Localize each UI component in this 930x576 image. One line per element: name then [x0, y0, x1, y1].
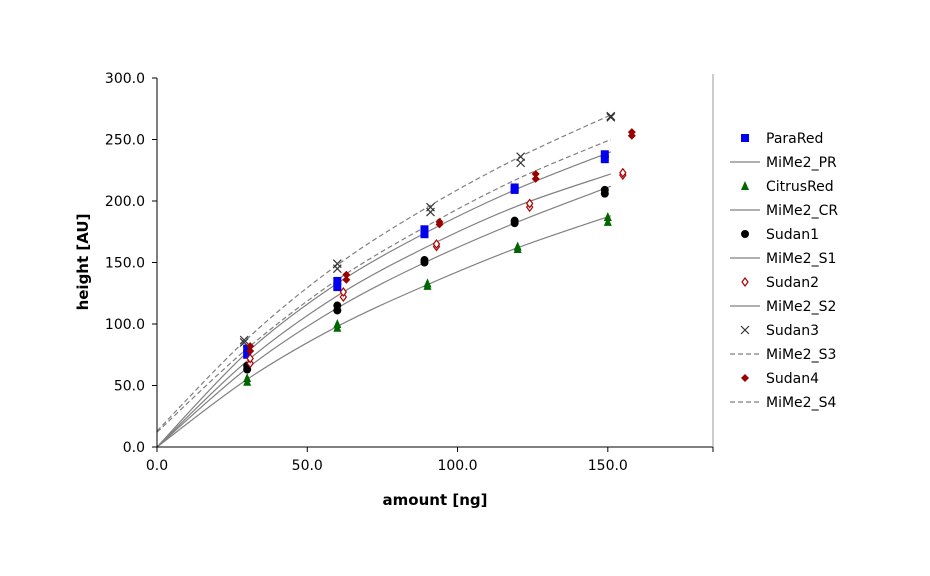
data-point-sudan1	[333, 301, 342, 310]
y-tick-label: 0.0	[123, 440, 145, 456]
x-axis-label: amount [ng]	[383, 491, 488, 509]
data-point-sudan4	[627, 128, 636, 137]
legend-label-mime2-s4: MiMe2_S4	[766, 395, 836, 411]
y-tick-label: 50.0	[114, 379, 145, 395]
legend-marker-sudan3	[740, 325, 750, 335]
data-point-sudan4	[531, 169, 540, 178]
legend-label-sudan4: Sudan4	[766, 371, 819, 387]
y-tick-label: 100.0	[105, 317, 145, 333]
legend: ParaRed MiMe2_PR CitrusRed MiMe2_CR Sudan1 Mi…	[730, 131, 838, 411]
data-point-parared	[243, 344, 252, 353]
fit-curves	[156, 114, 612, 448]
legend-label-citrusred: CitrusRed	[766, 179, 834, 195]
y-tick-label: 250.0	[105, 133, 145, 149]
data-point-sudan4	[342, 270, 351, 279]
data-point-sudan2	[525, 198, 534, 209]
legend-label-sudan3: Sudan3	[766, 323, 819, 339]
legend-marker-parared	[741, 134, 749, 142]
data-point-sudan4	[435, 217, 444, 226]
y-axis-label: height [AU]	[74, 214, 92, 311]
fit-curve-mime2-s2	[156, 173, 612, 448]
legend-marker-sudan1	[741, 230, 749, 238]
fit-curve-mime2-s3	[156, 114, 612, 432]
legend-label-sudan1: Sudan1	[766, 227, 819, 243]
legend-label-mime2-s1: MiMe2_S1	[766, 251, 836, 267]
data-point-citrusred	[603, 216, 612, 226]
y-tick-label: 300.0	[105, 71, 145, 87]
data-point-sudan2	[246, 353, 254, 364]
x-tick-label: 50.0	[292, 458, 323, 474]
data-point-sudan3	[606, 111, 616, 121]
data-point-sudan1	[420, 256, 429, 265]
data-point-sudan3	[239, 338, 249, 347]
data-point-sudan4	[531, 174, 540, 183]
fit-curve-mime2-cr	[156, 215, 612, 448]
legend-label-parared: ParaRed	[766, 131, 823, 147]
legend-marker-sudan2	[741, 277, 749, 287]
legend-label-sudan2: Sudan2	[766, 275, 819, 291]
legend-marker-citrusred	[741, 181, 749, 190]
legend-label-mime2-pr: MiMe2_PR	[766, 155, 837, 171]
data-point-citrusred	[603, 211, 612, 221]
y-tick-label: 150.0	[105, 256, 145, 272]
data-point-sudan3	[239, 335, 249, 345]
data-point-citrusred	[243, 373, 252, 383]
data-point-sudan3	[426, 202, 435, 212]
data-point-citrusred	[423, 278, 432, 288]
data-point-sudan2	[432, 239, 441, 250]
data-point-parared	[243, 350, 252, 359]
data-point-sudan2	[619, 167, 627, 178]
axes: 0.0 50.0 100.0 150.0 200.0 250.0 300.0 0.0 50.0 1…	[105, 71, 714, 474]
data-point-sudan3	[332, 259, 342, 269]
data-point-parared	[420, 225, 429, 234]
data-point-citrusred	[333, 319, 342, 328]
legend-label-mime2-cr: MiMe2_CR	[766, 203, 838, 219]
legend-label-mime2-s3: MiMe2_S3	[766, 347, 836, 363]
data-point-parared	[333, 276, 342, 285]
fit-curve-mime2-pr	[156, 151, 612, 448]
data-point-parared	[510, 183, 519, 192]
data-point-citrusred	[513, 241, 522, 251]
data-point-sudan4	[342, 275, 351, 284]
data-points	[239, 111, 636, 386]
y-tick-label: 200.0	[105, 194, 145, 210]
data-point-sudan4	[246, 347, 255, 356]
data-point-sudan3	[606, 112, 616, 122]
x-tick-label: 100.0	[437, 458, 477, 474]
data-point-sudan1	[600, 185, 609, 194]
data-point-sudan2	[339, 287, 348, 298]
data-point-parared	[420, 230, 429, 239]
fit-curve-mime2-s4	[156, 138, 612, 433]
data-point-parared	[600, 150, 609, 159]
fit-curve-mime2-s1	[156, 185, 612, 448]
x-tick-label: 150.0	[588, 458, 628, 474]
data-point-parared	[600, 155, 609, 164]
data-point-sudan4	[246, 342, 255, 351]
legend-label-mime2-s2: MiMe2_S2	[766, 299, 836, 315]
data-point-sudan3	[516, 152, 526, 162]
legend-marker-sudan4	[741, 374, 749, 382]
x-tick-label: 0.0	[146, 458, 168, 474]
data-point-sudan1	[510, 216, 519, 225]
data-point-parared	[333, 283, 342, 292]
